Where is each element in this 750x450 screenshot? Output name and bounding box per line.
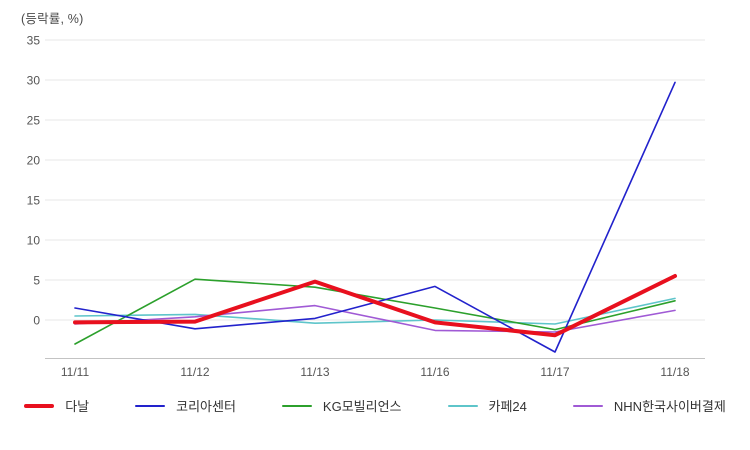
legend-label-kg-mobilians: KG모빌리언스	[322, 399, 402, 414]
legend-item-danal: 다날	[24, 396, 89, 415]
legend-swatch-danal	[24, 403, 55, 408]
y-tick-label-35: 35	[27, 34, 41, 48]
legend-swatch-cafe24	[447, 404, 478, 407]
y-tick-label-15: 15	[27, 194, 41, 208]
y-tick-label-0: 0	[33, 314, 40, 328]
x-tick-label-11-18: 11/18	[660, 365, 689, 379]
x-tick-label-11-12: 11/12	[180, 365, 209, 379]
legend-swatch-kg-mobilians	[281, 404, 312, 407]
legend-item-nhn-kcp: NHN한국사이버결제	[572, 396, 726, 415]
legend-swatch-koreacenter	[135, 404, 166, 407]
x-tick-label-11-16: 11/16	[420, 365, 449, 379]
x-tick-label-11-11: 11/11	[61, 365, 90, 379]
legend-swatch-nhn-kcp	[572, 404, 603, 407]
series-line-2	[74, 278, 676, 345]
y-tick-label-5: 5	[33, 274, 40, 288]
y-tick-label-20: 20	[27, 154, 41, 168]
series-line-0	[73, 274, 677, 338]
legend-label-koreacenter: 코리아센터	[176, 399, 236, 414]
legend-label-danal: 다날	[65, 399, 90, 414]
chart-legend: 다날 코리아센터 KG모빌리언스 카페24 NHN한국사이버결제	[0, 396, 750, 415]
x-tick-label-11-13: 11/13	[300, 365, 329, 379]
legend-item-koreacenter: 코리아센터	[135, 396, 236, 415]
y-tick-label-25: 25	[27, 114, 41, 128]
legend-item-kg-mobilians: KG모빌리언스	[281, 396, 402, 415]
y-tick-label-10: 10	[27, 234, 41, 248]
x-tick-label-11-17: 11/17	[540, 365, 569, 379]
series-line-4	[74, 304, 676, 333]
legend-label-cafe24: 카페24	[488, 399, 527, 414]
series-line-1	[74, 81, 676, 353]
line-chart: 0 5 10 15 20 25 30 35 11/11 11/12 11/13 11/16 11/17 1…	[27, 34, 705, 379]
legend-label-nhn-kcp: NHN한국사이버결제	[613, 399, 726, 414]
legend-item-cafe24: 카페24	[447, 396, 527, 415]
y-axis-unit-label: (등락률, %)	[21, 12, 84, 26]
y-tick-label-30: 30	[27, 74, 41, 88]
series-line-3	[74, 297, 676, 325]
